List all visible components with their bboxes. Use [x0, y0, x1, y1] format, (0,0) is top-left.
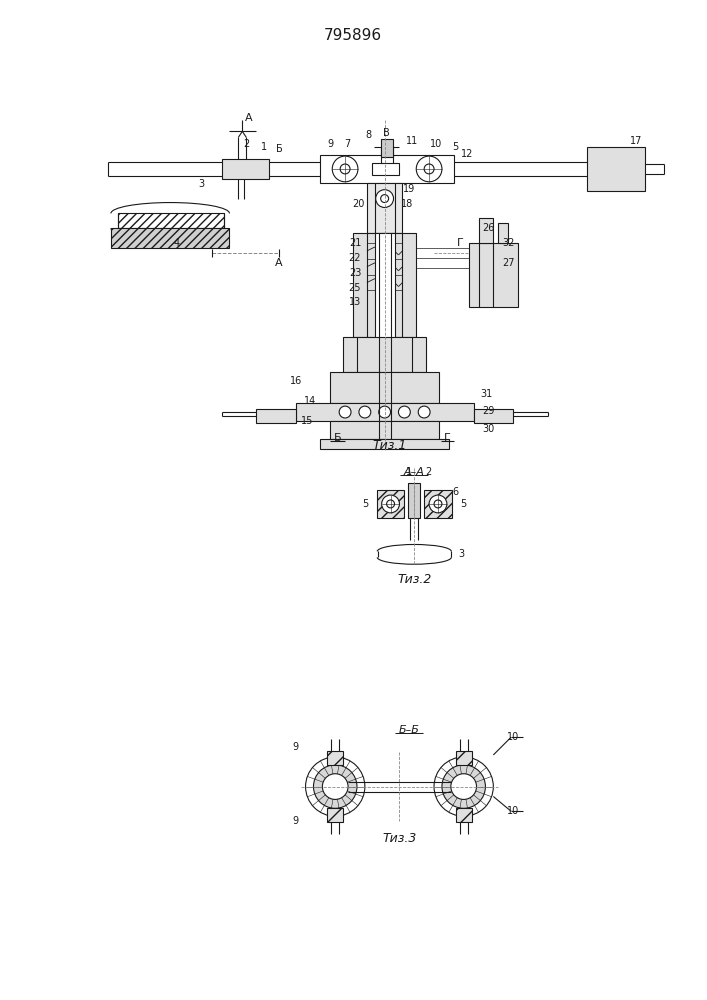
Text: 5: 5: [452, 142, 459, 152]
Text: 30: 30: [482, 424, 494, 434]
Text: 29: 29: [482, 406, 495, 416]
Circle shape: [419, 406, 430, 418]
Bar: [343, 337, 426, 372]
Text: Б: Б: [276, 144, 282, 154]
Text: A: A: [275, 258, 283, 268]
Text: 795896: 795896: [324, 28, 382, 43]
Polygon shape: [118, 213, 223, 228]
Circle shape: [332, 156, 358, 182]
Circle shape: [305, 757, 365, 816]
Bar: [353, 233, 416, 337]
Text: 2: 2: [243, 139, 250, 149]
Circle shape: [379, 406, 390, 418]
Bar: [327, 751, 343, 765]
Text: 26: 26: [482, 223, 495, 233]
Bar: [479, 218, 493, 243]
Circle shape: [451, 774, 477, 799]
Text: A: A: [245, 113, 252, 123]
Text: 3: 3: [199, 179, 205, 189]
Text: 10: 10: [507, 732, 519, 742]
Text: 6: 6: [452, 487, 459, 497]
Text: Г: Г: [457, 238, 464, 248]
Bar: [456, 808, 472, 822]
Text: 13: 13: [349, 297, 361, 307]
Text: 1: 1: [407, 467, 412, 477]
Bar: [372, 163, 399, 175]
Text: 1: 1: [261, 142, 267, 152]
Circle shape: [416, 156, 442, 182]
Text: A–A: A–A: [404, 467, 425, 477]
Text: Б: Б: [334, 433, 341, 443]
Text: Б–Б: Б–Б: [399, 725, 420, 735]
Text: Τиз.3: Τиз.3: [382, 832, 416, 845]
Bar: [327, 808, 343, 822]
Text: Τиз.1: Τиз.1: [373, 439, 407, 452]
Text: 32: 32: [502, 238, 515, 248]
Bar: [320, 155, 454, 183]
Text: 20: 20: [352, 199, 364, 209]
Bar: [498, 223, 508, 243]
Circle shape: [434, 757, 493, 816]
Bar: [380, 139, 392, 157]
Bar: [256, 409, 296, 423]
Text: 17: 17: [631, 136, 643, 146]
Circle shape: [322, 774, 348, 799]
Text: 27: 27: [502, 258, 515, 268]
Circle shape: [429, 495, 447, 513]
Bar: [424, 490, 452, 518]
Bar: [469, 243, 518, 307]
Bar: [367, 183, 402, 233]
Bar: [377, 490, 404, 518]
Bar: [409, 483, 420, 518]
Bar: [456, 751, 472, 765]
Bar: [296, 403, 474, 421]
Text: 7: 7: [344, 139, 350, 149]
Bar: [221, 159, 269, 179]
Text: 5: 5: [362, 499, 368, 509]
Text: Г: Г: [443, 433, 450, 443]
Text: 9: 9: [327, 139, 333, 149]
Text: 16: 16: [290, 376, 302, 386]
Circle shape: [399, 406, 410, 418]
Text: 10: 10: [507, 806, 519, 816]
Text: 11: 11: [407, 136, 419, 146]
Bar: [330, 421, 439, 439]
Text: 25: 25: [349, 283, 361, 293]
Text: 14: 14: [305, 396, 317, 406]
Text: 3: 3: [459, 549, 464, 559]
Bar: [375, 233, 395, 342]
Text: 10: 10: [430, 139, 442, 149]
Bar: [330, 372, 439, 403]
Text: 31: 31: [480, 389, 493, 399]
Text: 9: 9: [293, 742, 299, 752]
Bar: [320, 439, 449, 449]
Text: 15: 15: [301, 416, 314, 426]
Circle shape: [339, 406, 351, 418]
Bar: [588, 147, 645, 191]
Text: 4: 4: [174, 238, 180, 248]
Polygon shape: [111, 228, 230, 248]
Text: 12: 12: [460, 149, 473, 159]
Text: 18: 18: [402, 199, 414, 209]
Text: 22: 22: [349, 253, 361, 263]
Circle shape: [382, 495, 399, 513]
Circle shape: [359, 406, 370, 418]
Text: 9: 9: [293, 816, 299, 826]
Text: 5: 5: [460, 499, 467, 509]
Circle shape: [313, 765, 357, 808]
Text: 2: 2: [425, 467, 431, 477]
Text: Τиз.2: Τиз.2: [397, 573, 431, 586]
Text: 8: 8: [366, 130, 372, 140]
Text: В: В: [383, 128, 390, 138]
Bar: [474, 409, 513, 423]
Text: 23: 23: [349, 268, 361, 278]
Circle shape: [442, 765, 486, 808]
Circle shape: [375, 190, 394, 207]
Text: 21: 21: [349, 238, 361, 248]
Text: 19: 19: [403, 184, 416, 194]
